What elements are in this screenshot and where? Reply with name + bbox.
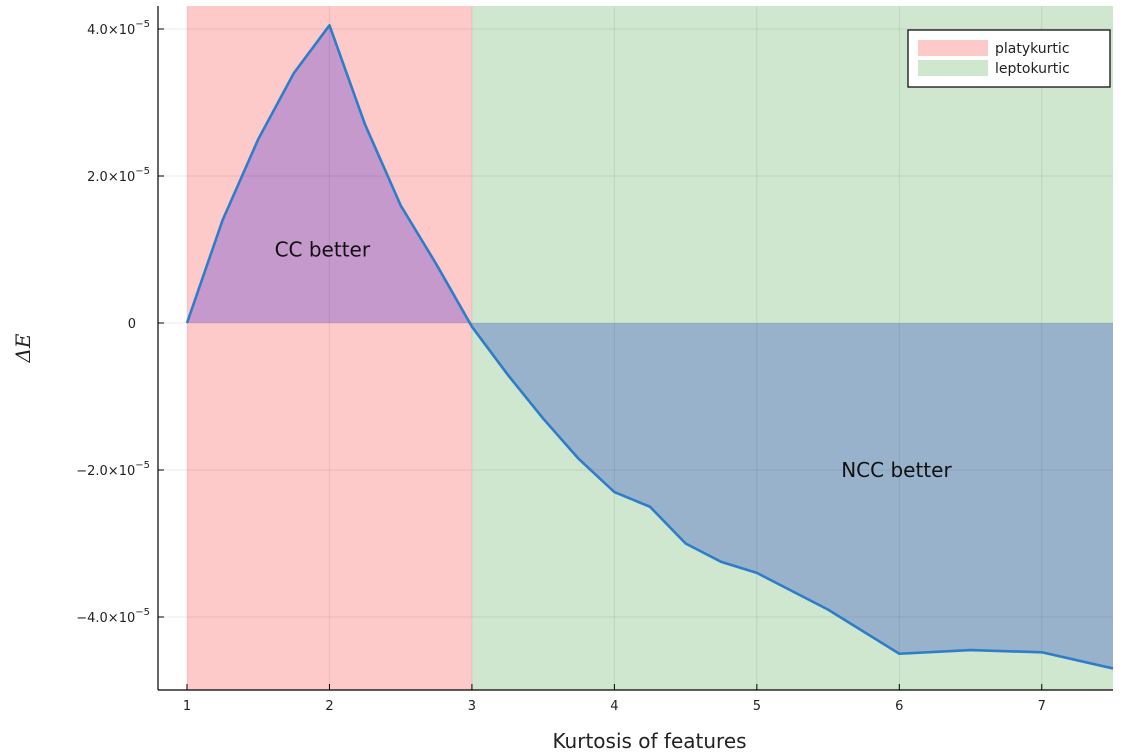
x-tick-label: 6 — [895, 699, 903, 714]
y-tick-label: −2.0×10−5 — [76, 460, 150, 479]
fill-positive-area — [187, 25, 470, 323]
annotations: CC better NCC better — [275, 238, 953, 483]
fill-negative-area — [469, 323, 1113, 669]
axes: 1 2 3 4 5 6 7 4.0×10−5 2.0×10−5 0 −2.0×10−5 −4.0×10… — [76, 6, 1113, 714]
series-line — [185, 24, 1114, 670]
x-tick-label: 2 — [325, 699, 333, 714]
series-line-layer — [185, 24, 1114, 670]
legend-swatch-platykurtic — [918, 40, 988, 56]
legend-label-platykurtic: platykurtic — [995, 41, 1070, 57]
x-tick-label: 1 — [183, 699, 191, 714]
y-tick-label: −4.0×10−5 — [76, 607, 150, 626]
legend-label-leptokurtic: leptokurtic — [995, 61, 1070, 77]
y-tick-label: 0 — [128, 317, 136, 332]
x-axis-label: Kurtosis of features — [552, 729, 746, 753]
y-tick-label: 2.0×10−5 — [87, 166, 150, 185]
area-fills — [187, 25, 1113, 669]
grid — [158, 6, 1113, 690]
annotation-0: CC better — [275, 238, 371, 262]
annotation-1: NCC better — [841, 458, 952, 482]
legend: platykurtic leptokurtic — [907, 29, 1111, 88]
y-tick-label: 4.0×10−5 — [87, 19, 150, 38]
legend-swatch-leptokurtic — [918, 60, 988, 76]
x-tick-label: 5 — [753, 699, 761, 714]
y-axis-label: ΔE — [11, 333, 35, 363]
x-tick-label: 7 — [1038, 699, 1046, 714]
legend-box — [907, 29, 1111, 88]
x-tick-label: 4 — [610, 699, 618, 714]
x-tick-label: 3 — [468, 699, 476, 714]
